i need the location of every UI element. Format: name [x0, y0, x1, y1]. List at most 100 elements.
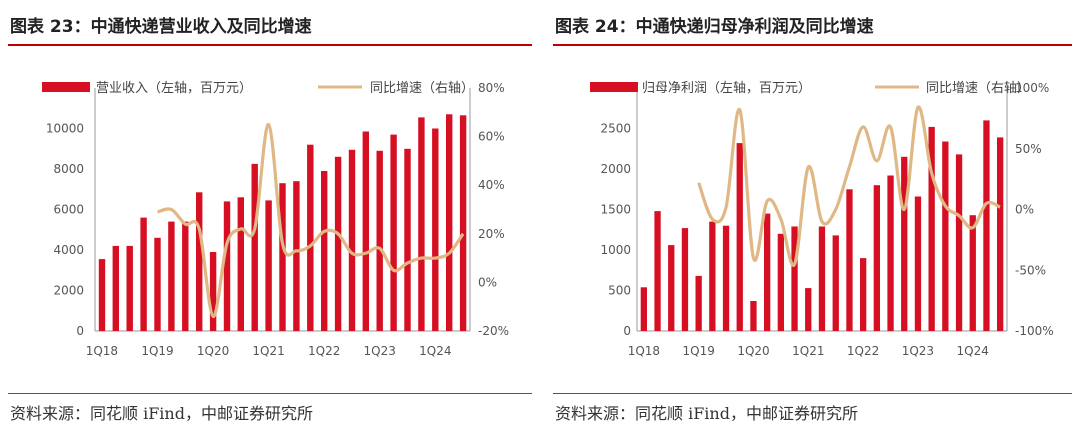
- bar-3Q21: [293, 181, 300, 331]
- bar-1Q18: [640, 287, 647, 331]
- y-right-tick-label: 50%: [1015, 142, 1042, 156]
- x-tick-label: 1Q22: [847, 344, 879, 358]
- y-right-tick-label: 20%: [478, 227, 505, 241]
- title-rule: [553, 44, 1072, 46]
- bar-3Q19: [722, 225, 730, 331]
- legend-bar-label: 营业收入（左轴，百万元）: [96, 81, 252, 96]
- bar-1Q21: [805, 288, 812, 331]
- y-right-tick-label: 60%: [478, 130, 505, 144]
- bar-3Q23: [404, 148, 411, 332]
- source-rule: [553, 393, 1072, 394]
- legend: 营业收入（左轴，百万元） 同比增速（右轴）: [42, 81, 474, 96]
- x-tick-label: 1Q23: [364, 344, 396, 358]
- bar-3Q21: [832, 235, 839, 331]
- y-right-tick-label: -100%: [1015, 324, 1054, 338]
- legend-bar-swatch: [42, 82, 90, 92]
- bar-1Q19: [695, 275, 702, 331]
- x-tick-label: 1Q23: [902, 344, 934, 358]
- x-tick-label: 1Q18: [86, 344, 118, 358]
- legend-bar-swatch: [590, 82, 638, 92]
- bar-1Q18: [98, 259, 106, 331]
- bar-4Q18: [140, 217, 147, 331]
- y-left-tick-label: 8000: [53, 162, 84, 176]
- bar-4Q22: [901, 156, 908, 331]
- y-right-tick-label: 0%: [478, 275, 497, 289]
- y-left-tick-label: 6000: [53, 203, 84, 217]
- x-tick-label: 1Q19: [141, 344, 173, 358]
- y-left-tick-label: 2500: [600, 122, 631, 136]
- bar-2Q24: [983, 120, 990, 332]
- bar-3Q20: [777, 233, 784, 331]
- y-left-tick-label: 0: [623, 324, 631, 338]
- bar-4Q23: [418, 117, 425, 332]
- bar-2Q22: [334, 156, 342, 331]
- figure-24-title: 图表 24：中通快递归母净利润及同比增速: [555, 17, 874, 37]
- figure-24-source: 资料来源：同花顺 iFind，中邮证券研究所: [555, 404, 858, 423]
- bar-3Q18: [126, 245, 133, 331]
- y-right-tick-label: 80%: [478, 81, 505, 95]
- bar-3Q22: [348, 149, 356, 331]
- bar-1Q24: [432, 128, 439, 331]
- y-left-tick-label: 0: [76, 324, 84, 338]
- bar-3Q22: [887, 175, 894, 331]
- bar-2Q19: [709, 221, 716, 331]
- legend-line-label: 同比增速（右轴）: [926, 81, 1030, 96]
- x-tick-label: 1Q21: [252, 344, 284, 358]
- y-left-tick-label: 2000: [53, 284, 84, 298]
- title-rule: [8, 44, 532, 46]
- bar-4Q21: [307, 144, 314, 331]
- bar-4Q20: [791, 226, 798, 331]
- bar-2Q21: [818, 226, 826, 331]
- x-tick-label: 1Q20: [737, 344, 769, 358]
- bar-2Q19: [168, 221, 175, 331]
- bar-2Q20: [764, 213, 771, 331]
- revenue-chart: 020004000600080001000012000-20%0%20%40%6…: [42, 81, 509, 358]
- bar-2Q23: [928, 126, 935, 332]
- bar-1Q23: [376, 150, 383, 331]
- net-profit-chart: 050010001500200025003000-100%-50%0%50%10…: [590, 81, 1054, 358]
- bar-4Q21: [846, 189, 853, 332]
- y-left-tick-label: 1500: [600, 203, 631, 217]
- y-right-tick-label: 0%: [1015, 203, 1034, 217]
- source-rule: [8, 393, 532, 394]
- figure-23-source: 资料来源：同花顺 iFind，中邮证券研究所: [10, 404, 313, 423]
- x-tick-label: 1Q20: [197, 344, 229, 358]
- bar-1Q22: [860, 258, 867, 331]
- bar-4Q20: [251, 163, 258, 331]
- bar-3Q23: [942, 141, 949, 331]
- bar-2Q24: [446, 114, 453, 331]
- y-left-tick-label: 10000: [46, 122, 84, 136]
- x-tick-label: 1Q22: [308, 344, 340, 358]
- y-left-tick-label: 1000: [600, 243, 631, 257]
- y-left-tick-label: 500: [608, 284, 631, 298]
- bar-1Q19: [154, 237, 161, 331]
- bar-4Q19: [736, 143, 743, 331]
- y-right-tick-label: -50%: [1015, 263, 1046, 277]
- figure-23-title: 图表 23：中通快递营业收入及同比增速: [10, 17, 312, 37]
- legend: 归母净利润（左轴，百万元） 同比增速（右轴）: [590, 81, 1030, 96]
- x-tick-label: 1Q18: [628, 344, 660, 358]
- bar-4Q23: [955, 154, 963, 331]
- bar-2Q18: [654, 211, 661, 331]
- figure-23-panel: 图表 23：中通快递营业收入及同比增速 0 2000 4000 6000 8000 100…: [8, 17, 532, 423]
- bar-3Q18: [668, 245, 675, 331]
- legend-bar-label: 归母净利润（左轴，百万元）: [642, 81, 811, 96]
- bar-3Q24: [997, 137, 1004, 331]
- y-left-tick-label: 2000: [600, 162, 631, 176]
- bar-2Q23: [390, 134, 397, 331]
- bar-2Q18: [112, 245, 119, 331]
- legend-line-label: 同比增速（右轴）: [370, 81, 474, 96]
- y-right-tick-label: 40%: [478, 178, 505, 192]
- x-tick-label: 1Q24: [419, 344, 451, 358]
- bar-4Q22: [362, 131, 369, 331]
- x-tick-label: 1Q21: [792, 344, 824, 358]
- bar-1Q23: [914, 196, 922, 331]
- x-tick-label: 1Q19: [683, 344, 715, 358]
- x-tick-label: 1Q24: [957, 344, 989, 358]
- bar-1Q21: [265, 200, 272, 331]
- bar-1Q24: [969, 215, 976, 331]
- bar-2Q21: [279, 183, 286, 331]
- bar-1Q20: [209, 252, 217, 331]
- y-right-tick-label: -20%: [478, 324, 509, 338]
- bar-4Q18: [681, 228, 689, 331]
